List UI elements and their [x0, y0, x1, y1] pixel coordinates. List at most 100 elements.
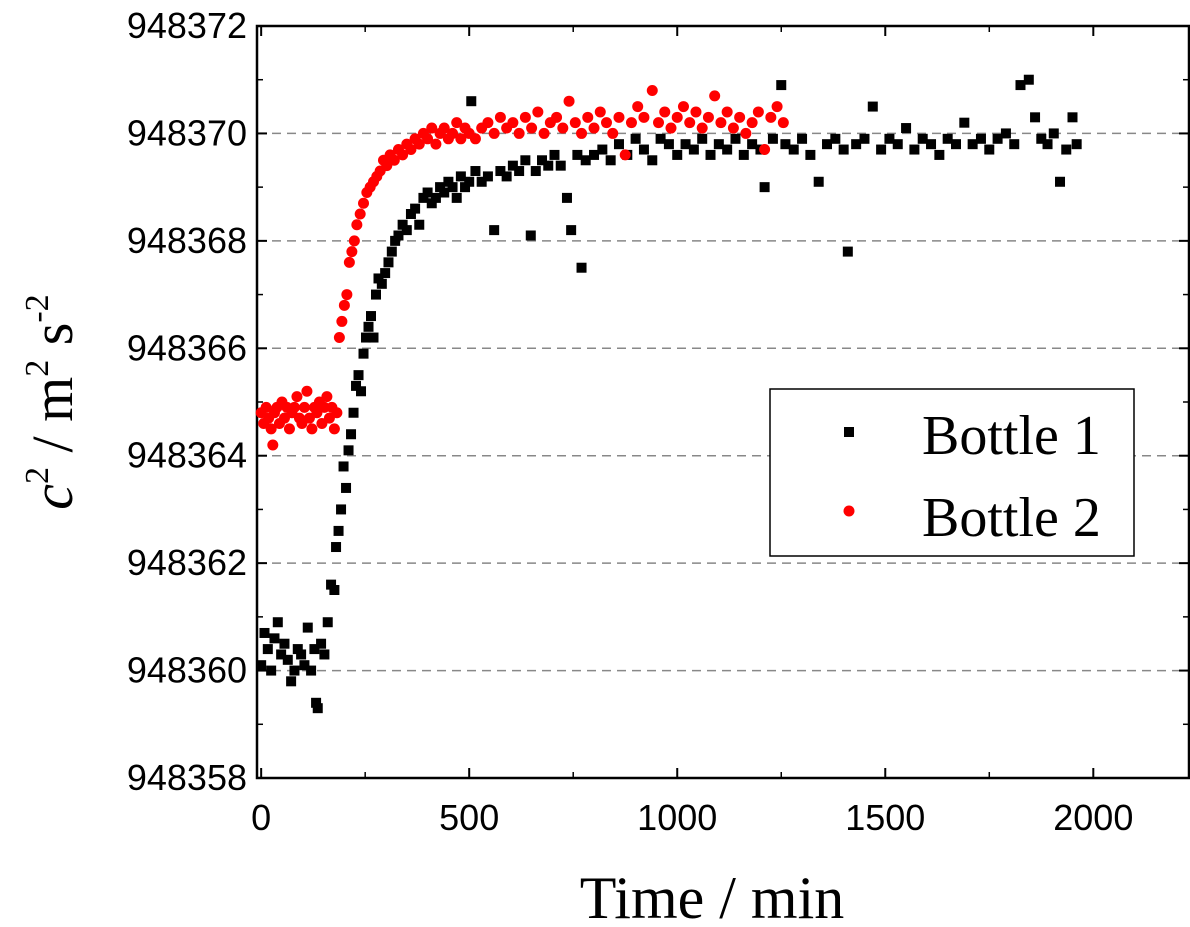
data-point-square [1000, 128, 1011, 139]
data-point-circle [759, 144, 771, 156]
y-tick-label: 948372 [127, 5, 247, 46]
data-point-square [336, 504, 347, 515]
data-point-circle [455, 133, 467, 145]
x-axis: 0 500 1000 1500 2000 [251, 26, 1133, 838]
data-point-square [343, 445, 354, 456]
data-point-circle [333, 332, 345, 344]
data-point-square [934, 149, 945, 160]
data-point-square [876, 144, 887, 155]
data-point-square [797, 133, 808, 144]
data-point-square [1015, 80, 1026, 91]
data-point-square [909, 144, 920, 155]
legend-label-bottle-1: Bottle 1 [922, 405, 1101, 467]
data-point-square [901, 123, 912, 134]
data-point-square [435, 182, 446, 193]
data-point-square [647, 155, 658, 166]
data-point-square [838, 144, 849, 155]
data-point-square [495, 166, 506, 177]
legend-box [769, 388, 1135, 557]
series-bottle-2 [255, 84, 789, 451]
data-point-square [455, 171, 466, 182]
data-point-square [680, 139, 691, 150]
data-point-circle [746, 117, 758, 129]
data-point-square [470, 166, 481, 177]
data-point-circle [526, 122, 538, 134]
data-point-square [507, 160, 518, 171]
x-tick-label: 500 [439, 797, 499, 838]
data-point-square [312, 703, 323, 714]
data-point-square [464, 176, 475, 187]
data-point-square [805, 149, 816, 160]
data-point-circle [338, 299, 350, 311]
data-point-square [262, 644, 273, 655]
data-point-square [319, 649, 330, 660]
data-point-square [984, 144, 995, 155]
data-point-square [959, 117, 970, 128]
data-point-circle [576, 127, 588, 139]
data-point-square [341, 482, 352, 493]
y-axis-title-mid2: s [20, 323, 85, 360]
data-point-square [363, 321, 374, 332]
data-point-square [543, 160, 554, 171]
data-point-square [630, 133, 641, 144]
data-point-square [589, 149, 600, 160]
data-point-square [1036, 133, 1047, 144]
data-point-circle [298, 401, 310, 413]
data-point-circle [426, 122, 438, 134]
data-point-square [358, 348, 369, 359]
data-point-square [638, 144, 649, 155]
data-point-square [447, 182, 458, 193]
data-point-square [1042, 139, 1053, 150]
data-point-circle [752, 106, 764, 118]
data-point-square [859, 133, 870, 144]
data-point-circle [488, 127, 500, 139]
data-point-circle [588, 122, 600, 134]
data-point-square [333, 525, 344, 536]
data-point-circle [354, 208, 366, 220]
data-point-circle [291, 391, 303, 403]
data-point-square [942, 133, 953, 144]
legend-marker-bottle-2 [843, 505, 855, 517]
data-point-circle [740, 127, 752, 139]
data-point-square [326, 579, 337, 590]
data-point-square [269, 633, 280, 644]
data-point-square [346, 429, 357, 440]
data-point-circle [777, 117, 789, 129]
data-point-square [266, 665, 277, 676]
data-point-square [655, 133, 666, 144]
x-tick-label: 1000 [637, 797, 717, 838]
data-point-square [549, 149, 560, 160]
data-point-square [613, 139, 624, 150]
data-point-circle [447, 127, 459, 139]
data-point-square [289, 665, 300, 676]
data-point-circle [328, 423, 340, 435]
data-point-circle [563, 95, 575, 107]
data-point-square [430, 192, 441, 203]
data-point-square [917, 133, 928, 144]
data-point-square [370, 289, 381, 300]
data-point-square [414, 219, 425, 230]
data-point-square [272, 617, 283, 628]
data-point-circle [638, 111, 650, 123]
y-axis-title-mid: / m [20, 377, 85, 467]
data-point-square [329, 585, 340, 595]
data-point-circle [430, 138, 442, 150]
data-point-square [830, 133, 841, 144]
data-point-circle [532, 106, 544, 118]
data-point-square [368, 332, 379, 343]
data-point-square [259, 627, 270, 638]
data-point-circle [646, 84, 658, 96]
data-point-square [418, 192, 429, 203]
data-point-square [975, 133, 986, 144]
data-point-square [926, 139, 937, 150]
data-point-square [1071, 139, 1082, 150]
legend: Bottle 1 Bottle 2 [769, 388, 1135, 557]
data-point-circle [690, 106, 702, 118]
data-point-square [476, 176, 487, 187]
data-point-circle [288, 401, 300, 413]
data-point-circle [267, 439, 279, 451]
data-point-circle [341, 289, 353, 301]
data-point-circle [513, 127, 525, 139]
y-tick-label: 948362 [127, 542, 247, 583]
